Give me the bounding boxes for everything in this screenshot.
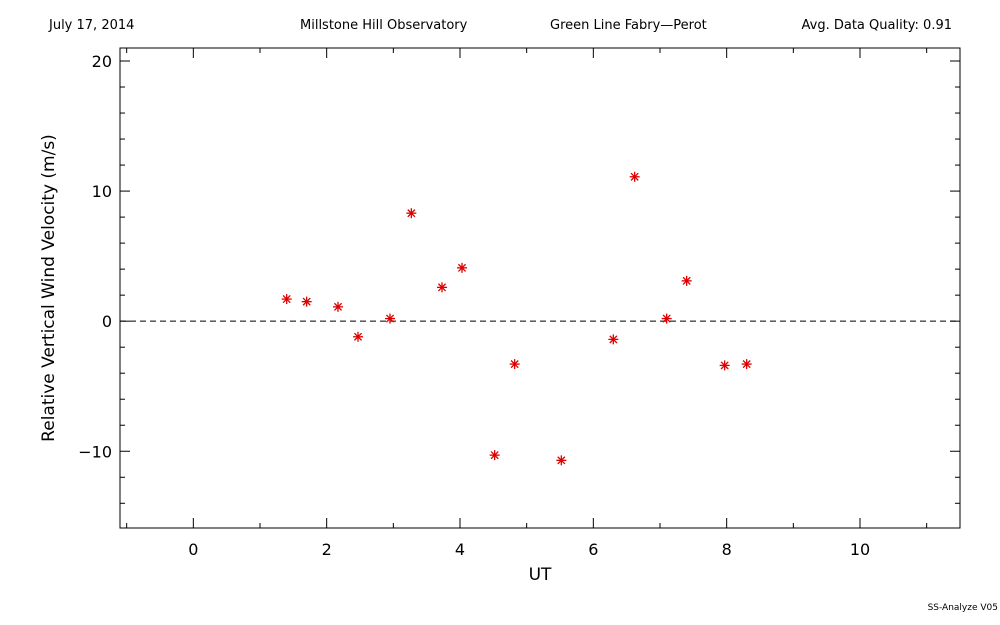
data-point [681,275,692,286]
data-point [719,360,730,371]
data-point [608,334,619,345]
data-point [741,359,752,370]
header-data-quality: Avg. Data Quality: 0.91 [801,18,952,33]
header-observatory: Millstone Hill Observatory [300,18,468,33]
data-point [556,455,567,466]
header-date: July 17, 2014 [49,18,135,33]
data-point [457,262,467,273]
data-point [661,313,672,324]
data-point [629,171,640,182]
y-tick-label: −10 [78,442,112,461]
x-tick-label: 0 [188,540,198,559]
data-point [281,294,292,305]
data-point [437,282,447,293]
data-markers [281,171,752,466]
data-point [333,301,343,312]
data-point [301,296,312,307]
data-point [406,208,417,219]
data-point [385,313,395,324]
y-tick-label: 10 [92,182,112,201]
y-tick-label: 20 [92,52,112,71]
x-axis-label: UT [529,565,552,585]
software-version: SS-Analyze V05 [927,603,998,613]
x-tick-label: 6 [588,540,598,559]
tick-labels: 0 2 4 6 8 10 −10 0 10 20 [78,52,870,559]
data-point [509,359,520,370]
data-point [353,331,363,342]
x-tick-label: 8 [722,540,732,559]
y-tick-label: 0 [102,312,112,331]
x-tick-label: 4 [455,540,465,559]
data-point [489,450,500,461]
header-instrument: Green Line Fabry—Perot [550,18,707,33]
y-axis-label: Relative Vertical Wind Velocity (m/s) [39,134,59,442]
plot-frame [119,47,961,529]
axis-ticks [120,48,960,528]
x-tick-label: 2 [322,540,332,559]
x-tick-label: 10 [850,540,870,559]
